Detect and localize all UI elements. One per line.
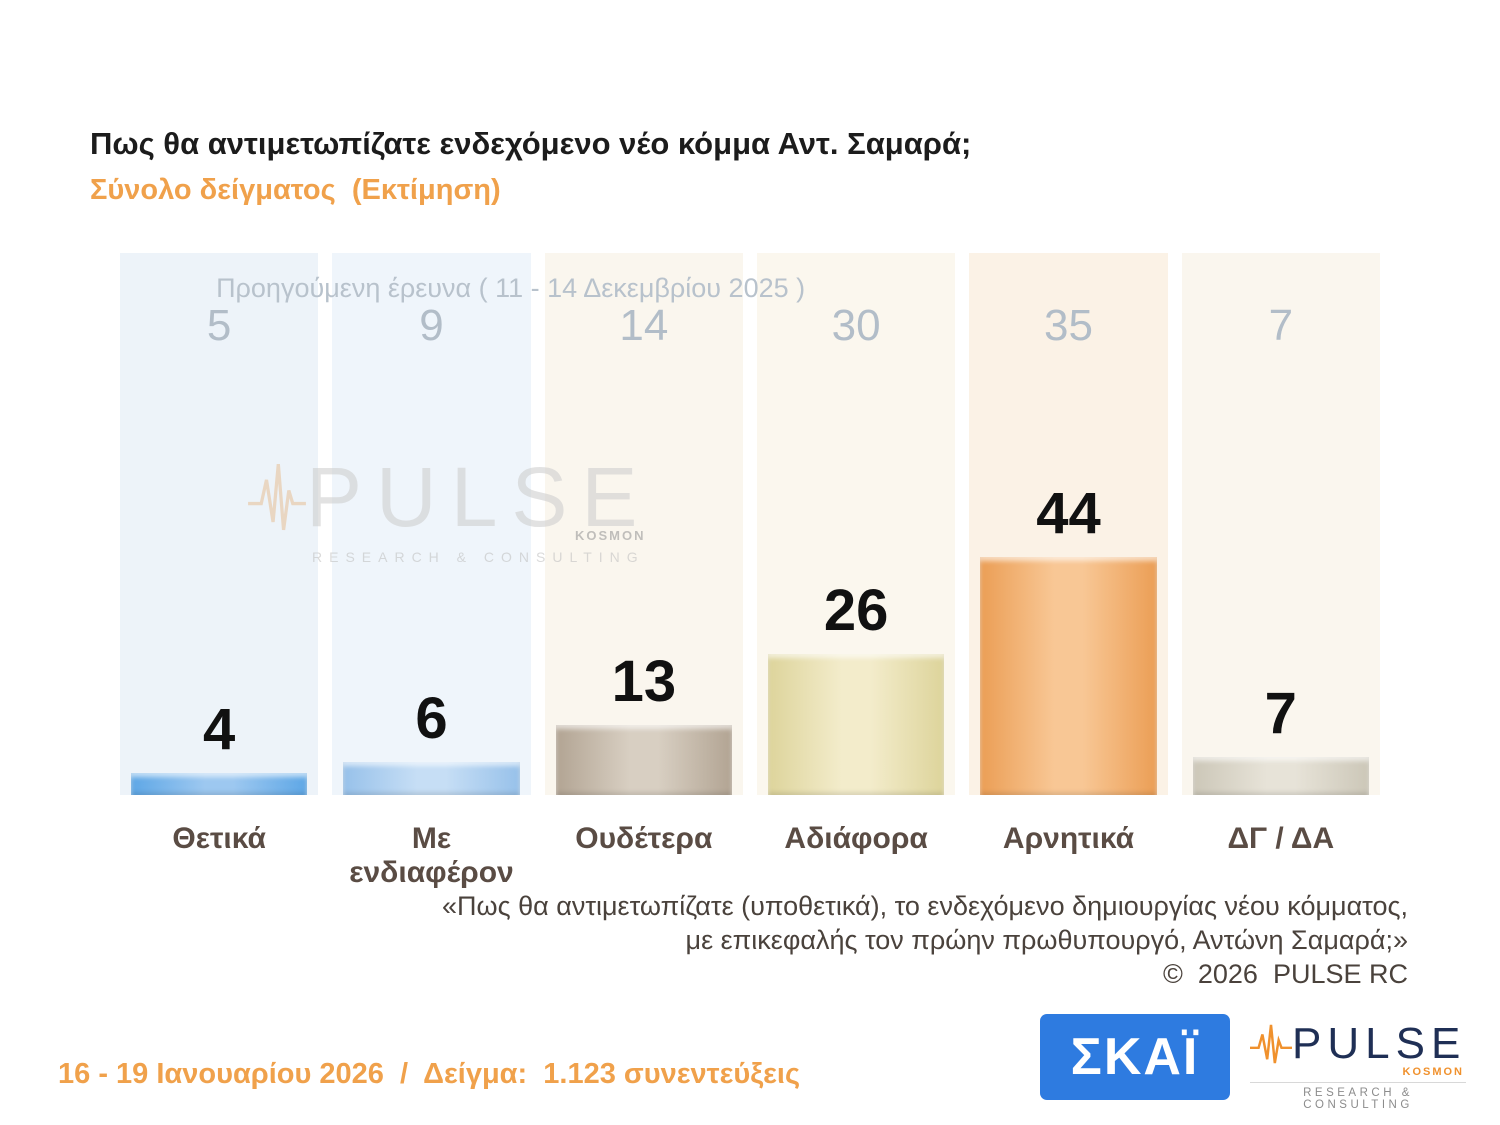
heartbeat-icon: [1250, 1024, 1292, 1064]
category-label: Ουδέτερα: [575, 822, 713, 855]
bar: [130, 773, 308, 795]
previous-value: 35: [1044, 301, 1093, 350]
previous-value: 5: [206, 301, 232, 350]
chart-column: 30 26: [756, 253, 956, 795]
chart-columns: 5 4 9 6 14 13 30 26 35 44 7 7: [120, 253, 1380, 795]
category-label: Αδιάφορα: [784, 822, 928, 855]
skai-logo-text: ΣΚΑΪ: [1070, 1028, 1200, 1086]
current-value: 6: [415, 686, 448, 752]
category-label: Με ενδιαφέρον: [349, 822, 514, 889]
survey-question-footnote: «Πως θα αντιμετωπίζατε (υποθετικά), το ε…: [442, 890, 1408, 991]
chart-column: 14 13: [544, 253, 743, 795]
pulse-logo-row: PULSE: [1250, 1018, 1466, 1070]
pulse-kosmon-text: KOSMON: [1402, 1066, 1464, 1078]
category-label: Θετικά: [172, 822, 266, 855]
pulse-logo-text: PULSE: [1292, 1019, 1467, 1068]
category-label: Αρνητικά: [1002, 822, 1135, 855]
bar-chart: 5 4 9 6 14 13 30 26 35 44 7 7 Προηγούμενη έρευνα ( …: [120, 253, 1380, 795]
category-labels: Θετικά Με ενδιαφέρον Ουδέτερα Αδιάφορα Αρνητ…: [120, 822, 1380, 890]
previous-survey-label: Προηγούμενη έρευνα ( 11 - 14 Δεκεμβρίου …: [216, 273, 806, 303]
chart-title: Πως θα αντιμετωπίζατε ενδεχόμενο νέο κόμ…: [90, 126, 972, 161]
copyright-line: © 2026 PULSE RC: [1162, 958, 1408, 989]
footnote-line-2: με επικεφαλής τον πρώην πρωθυπουργό, Αντ…: [685, 924, 1408, 955]
skai-logo: ΣΚΑΪ: [1040, 1014, 1230, 1100]
current-value: 7: [1264, 681, 1297, 747]
bar: [767, 654, 945, 795]
bar: [343, 762, 520, 795]
chart-subtitle: Σύνολο δείγματος (Εκτίμηση): [90, 174, 501, 206]
current-value: 44: [1036, 480, 1101, 546]
current-value: 26: [823, 578, 889, 644]
category-label: ΔΓ / ΔΑ: [1227, 822, 1335, 855]
previous-value: 7: [1268, 301, 1294, 350]
bar: [555, 724, 733, 795]
current-value: 13: [611, 648, 677, 714]
previous-value: 9: [419, 301, 444, 350]
bar: [980, 556, 1157, 795]
footnote-line-1: «Πως θα αντιμετωπίζατε (υποθετικά), το ε…: [441, 891, 1408, 921]
pulse-logo-subtext: RESEARCH & CONSULTING: [1250, 1082, 1466, 1111]
previous-value: 30: [831, 301, 881, 350]
bar: [1192, 757, 1370, 795]
current-value: 4: [203, 697, 236, 763]
survey-info: 16 - 19 Ιανουαρίου 2026 / Δείγμα: 1.123 …: [58, 1058, 801, 1090]
previous-value: 14: [619, 301, 669, 350]
chart-column: 35 44: [969, 253, 1168, 795]
pulse-logo: PULSE KOSMON RESEARCH & CONSULTING: [1250, 1018, 1466, 1111]
